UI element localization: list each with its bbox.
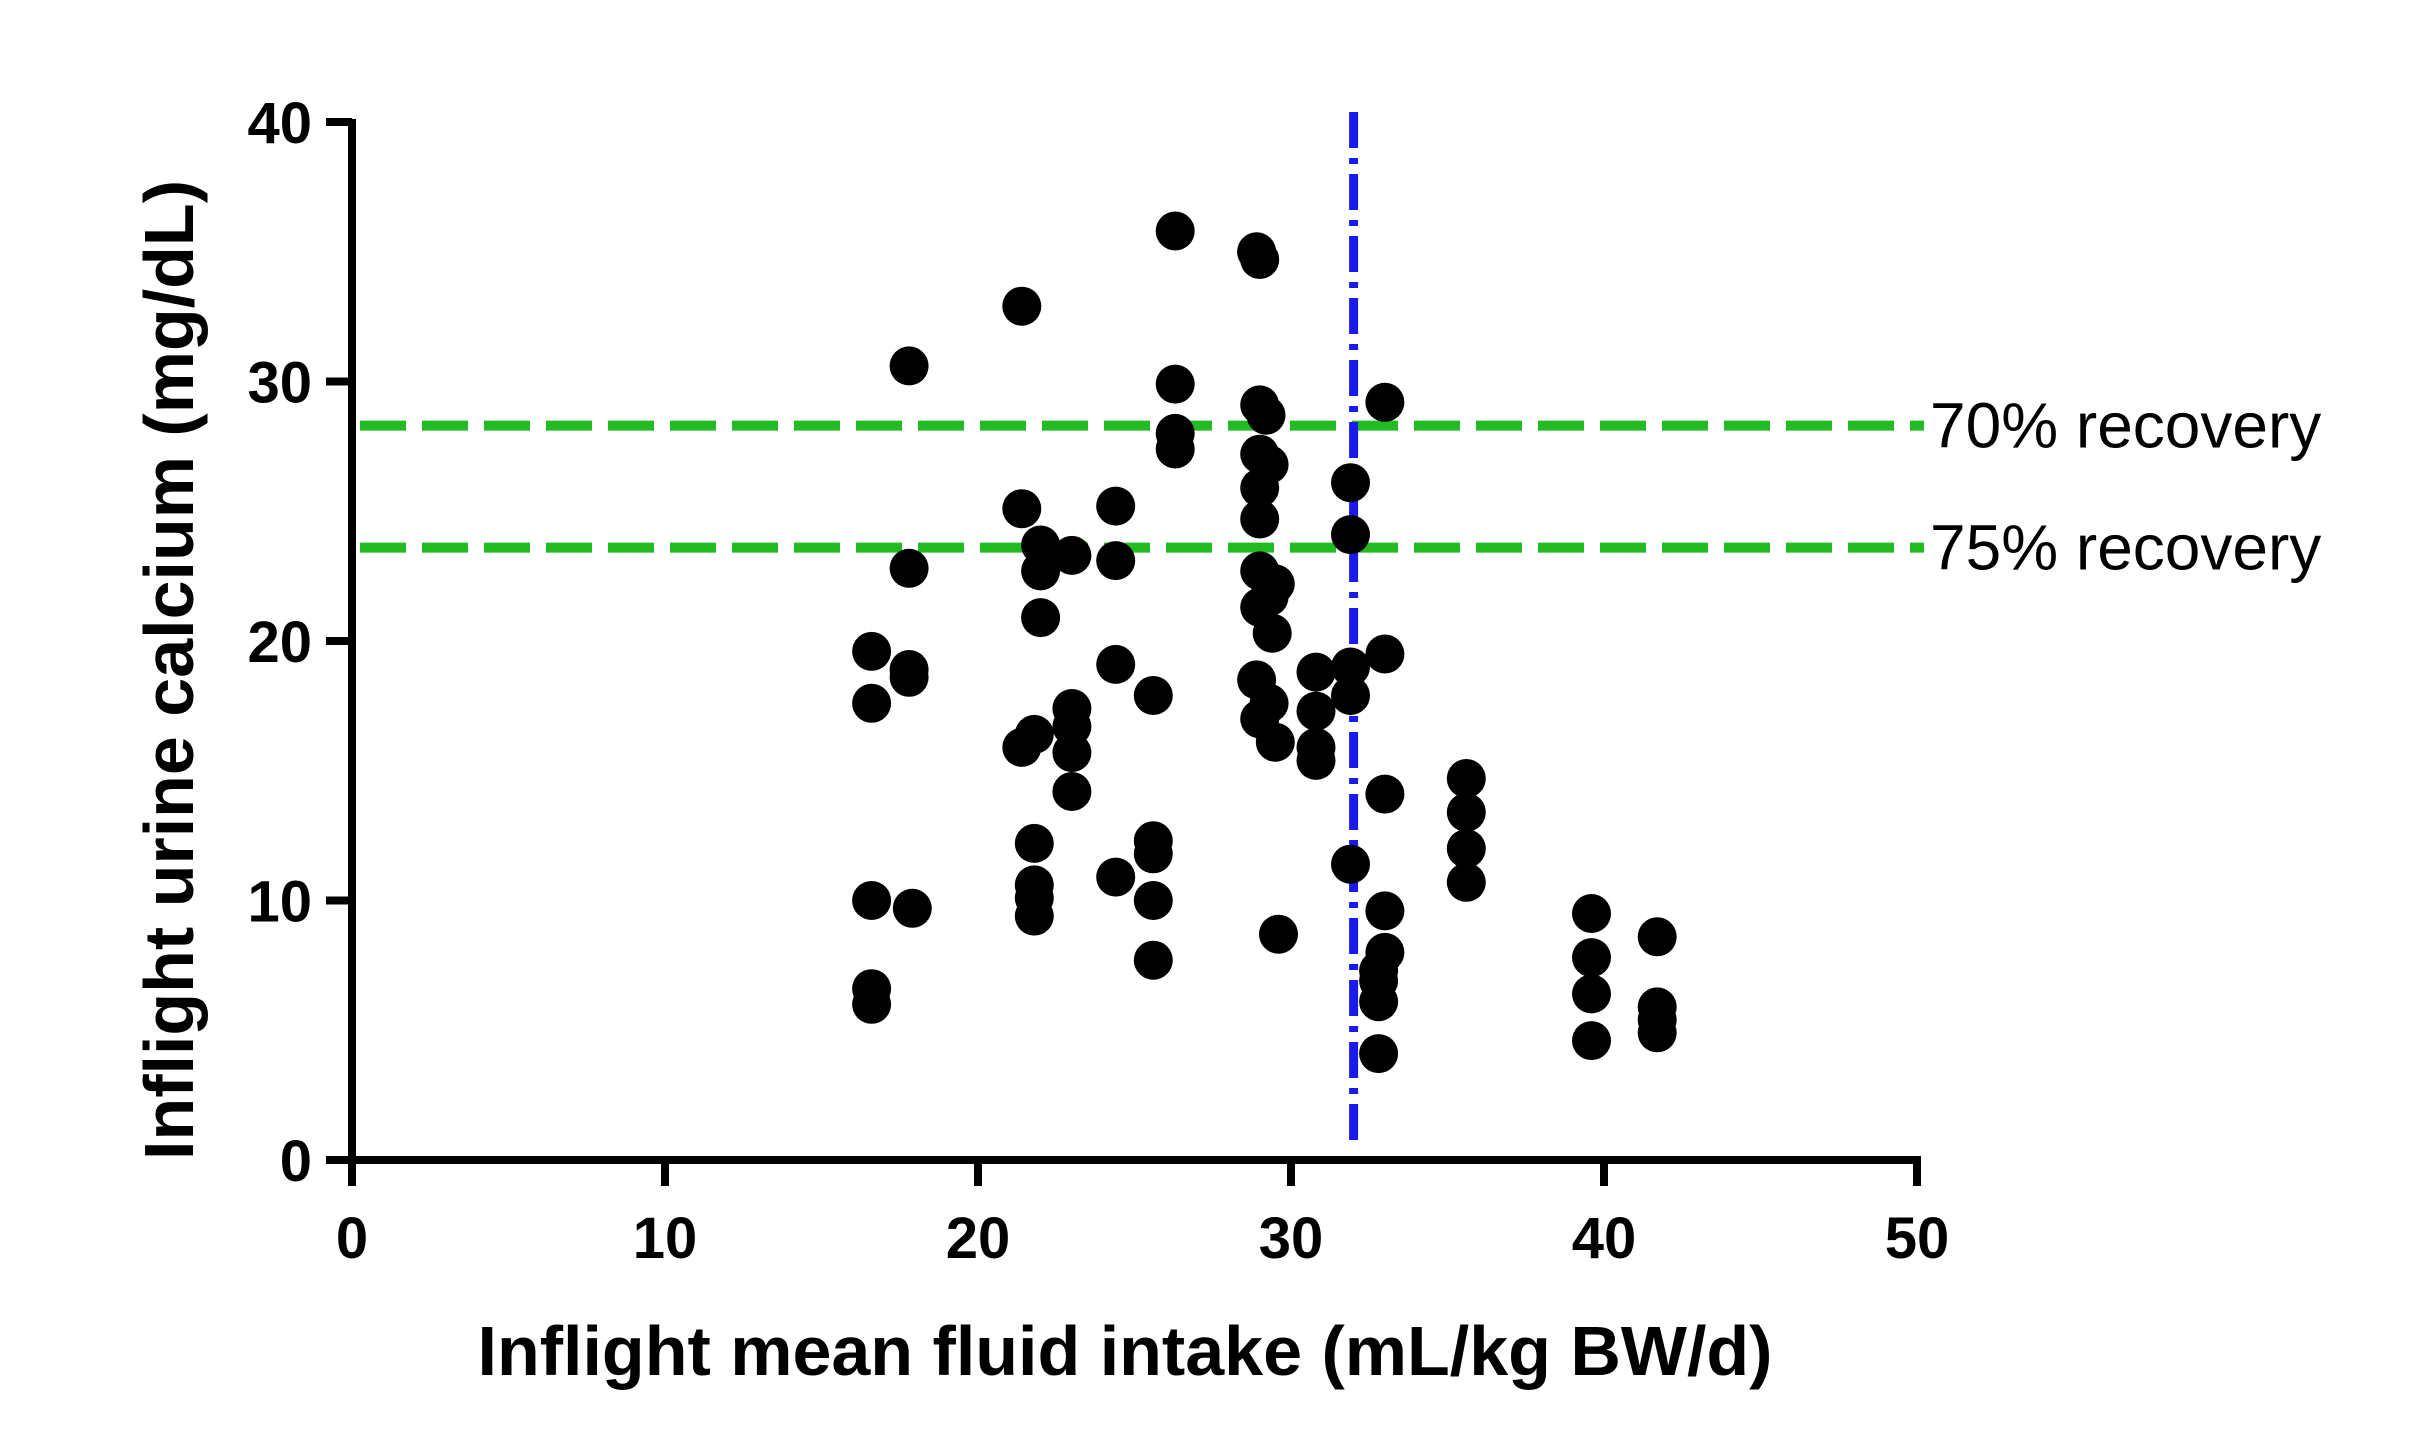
data-point-31 — [1133, 676, 1173, 715]
data-point-3 — [852, 881, 892, 920]
data-point-81 — [1572, 938, 1611, 978]
data-point-28 — [1096, 541, 1136, 581]
data-point-39 — [1155, 429, 1195, 469]
data-point-36 — [1155, 211, 1195, 251]
x-tick-label-10: 10 — [633, 1206, 698, 1271]
data-point-26 — [1052, 772, 1092, 811]
data-point-25 — [1052, 733, 1092, 773]
axes — [348, 119, 1921, 1164]
data-point-59 — [1296, 691, 1336, 731]
data-point-12 — [1002, 489, 1042, 529]
y-tick-label-10: 10 — [247, 870, 312, 935]
data-point-37 — [1155, 364, 1195, 404]
data-point-63 — [1331, 515, 1370, 555]
x-tick-label-30: 30 — [1259, 1206, 1324, 1271]
y-tick-label-0: 0 — [280, 1129, 312, 1194]
x-tick-label-40: 40 — [1572, 1206, 1637, 1271]
data-point-84 — [1637, 917, 1677, 957]
y-axis-title: Inflight urine calcium (mg/dL) — [130, 180, 208, 1160]
data-point-74 — [1359, 982, 1399, 1022]
data-point-79 — [1446, 862, 1486, 902]
data-point-75 — [1359, 1034, 1399, 1074]
data-point-9 — [889, 657, 929, 697]
x-axis-title: Inflight mean fluid intake (mL/kg BW/d) — [478, 1312, 1773, 1390]
data-point-57 — [1259, 914, 1298, 954]
y-tick-label-40: 40 — [247, 91, 312, 156]
reference-label-1: 70% recovery — [1930, 390, 2321, 462]
y-tick-label-30: 30 — [247, 351, 312, 416]
x-tick-label-20: 20 — [946, 1206, 1011, 1271]
data-point-64 — [1331, 647, 1370, 687]
data-point-87 — [1637, 1013, 1677, 1053]
data-point-68 — [1365, 634, 1405, 674]
y-tick-label-20: 20 — [247, 610, 312, 675]
data-point-65 — [1331, 676, 1370, 715]
data-point-15 — [1014, 823, 1054, 863]
data-point-70 — [1365, 891, 1405, 931]
data-point-51 — [1255, 564, 1295, 604]
data-point-21 — [1021, 598, 1061, 638]
data-point-62 — [1331, 463, 1370, 503]
data-points — [852, 211, 1677, 1074]
data-point-61 — [1296, 740, 1336, 780]
data-point-47 — [1240, 499, 1280, 539]
data-point-67 — [1365, 382, 1405, 422]
data-point-6 — [889, 346, 929, 386]
data-point-10 — [892, 888, 932, 928]
x-tick-label-0: 0 — [336, 1206, 368, 1271]
data-point-52 — [1252, 613, 1292, 653]
data-point-66 — [1331, 844, 1370, 884]
reference-labels: 70% recovery 75% recovery — [1930, 390, 2321, 584]
data-point-5 — [852, 984, 892, 1024]
data-point-29 — [1096, 644, 1136, 684]
data-point-69 — [1365, 774, 1405, 814]
data-point-46 — [1240, 468, 1280, 508]
ticks: 0 10 20 30 40 50 0 10 20 30 40 — [247, 91, 1949, 1271]
data-point-27 — [1096, 486, 1136, 526]
data-point-56 — [1255, 722, 1295, 762]
data-point-14 — [1014, 714, 1054, 754]
data-point-33 — [1133, 834, 1173, 874]
data-point-41 — [1240, 240, 1280, 279]
data-point-2 — [852, 683, 892, 723]
data-point-58 — [1296, 652, 1336, 692]
reference-label-2: 75% recovery — [1930, 512, 2321, 584]
reference-lines — [360, 112, 1924, 1148]
data-point-80 — [1572, 894, 1611, 933]
data-point-18 — [1014, 896, 1054, 936]
data-point-1 — [852, 631, 892, 671]
data-point-35 — [1133, 940, 1173, 980]
x-tick-label-50: 50 — [1885, 1206, 1950, 1271]
data-point-83 — [1572, 1021, 1611, 1061]
data-point-76 — [1446, 759, 1486, 798]
data-point-30 — [1096, 857, 1136, 897]
data-point-11 — [1002, 286, 1042, 326]
data-point-34 — [1133, 881, 1173, 920]
data-point-82 — [1572, 974, 1611, 1014]
data-point-7 — [889, 548, 929, 588]
data-point-22 — [1052, 535, 1092, 575]
data-point-78 — [1446, 829, 1486, 869]
data-point-43 — [1246, 395, 1286, 435]
data-point-77 — [1446, 792, 1486, 832]
data-point-20 — [1021, 551, 1061, 591]
